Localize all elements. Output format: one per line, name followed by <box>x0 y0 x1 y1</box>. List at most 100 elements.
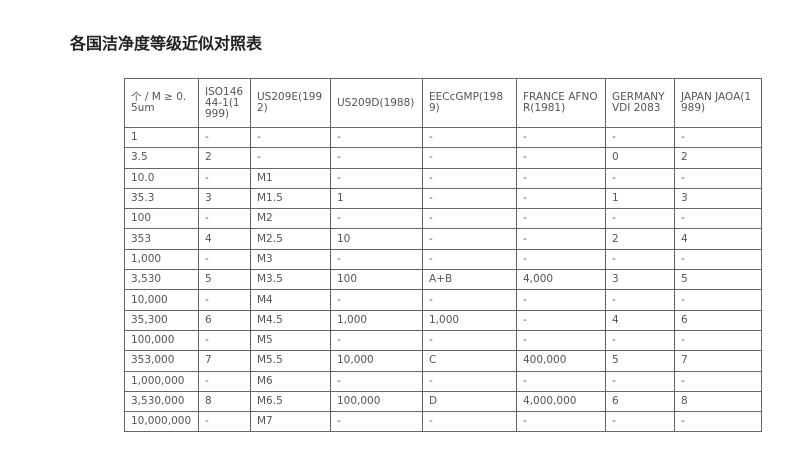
table-row: 10.0- M1- - - - - <box>124 167 762 189</box>
table-cell: 3,530,000 <box>124 390 199 413</box>
table-cell: - <box>674 289 762 311</box>
table-cell: - <box>330 248 423 271</box>
column-header: FRANCE AFNOR(1981) <box>516 78 606 128</box>
table-cell: - <box>422 370 517 392</box>
table-cell: 4 <box>198 228 251 250</box>
table-cell: - <box>198 411 251 433</box>
table-cell: 8 <box>674 390 762 413</box>
table-row: 1,000,000- M6- - - - - <box>124 370 762 392</box>
table-cell: - <box>516 329 606 352</box>
table-cell: 1,000 <box>330 309 423 331</box>
table-cell: - <box>198 208 251 230</box>
table-cell: - <box>422 289 517 311</box>
table-cell: - <box>674 248 762 271</box>
table-row: 35.3 3 M1.5 1- -1 3 <box>124 187 762 210</box>
table-cell: 100 <box>124 208 199 230</box>
table-row: 100- M2- - - - - <box>124 208 762 230</box>
table-cell: - <box>330 208 423 230</box>
table-cell: 2 <box>674 147 762 169</box>
table-cell: - <box>330 411 423 433</box>
table-cell: 6 <box>605 390 675 413</box>
table-cell: - <box>674 126 762 149</box>
table-cell: 10.0 <box>124 167 199 189</box>
table-cell: 1,000 <box>124 248 199 271</box>
table-cell: M2 <box>250 208 331 230</box>
table-cell: - <box>422 248 517 271</box>
table-cell: 400,000 <box>516 350 606 372</box>
table-cell: M5 <box>250 329 331 352</box>
table-cell: 3 <box>605 269 675 291</box>
table-cell: M4.5 <box>250 309 331 331</box>
table-cell: M1.5 <box>250 187 331 210</box>
table-row: 100,000- M5- - - - - <box>124 329 762 352</box>
table-cell: M3.5 <box>250 269 331 291</box>
table-row: 3,530,000 8 M6.5 100,000 D 4,000,000 6 8 <box>124 390 762 413</box>
table-row: 3.5 2- - - -0 2 <box>124 147 762 169</box>
table-cell: 4 <box>605 309 675 331</box>
table-cell: 35,300 <box>124 309 199 331</box>
table-cell: - <box>250 147 331 169</box>
table-cell: - <box>605 411 675 433</box>
table-row: 1------- <box>124 126 762 149</box>
table-cell: 1,000 <box>422 309 517 331</box>
table-cell: - <box>605 126 675 149</box>
table-row: 3,530 5 M3.5 100 A+B 4,000 3 5 <box>124 269 762 291</box>
table-cell: - <box>674 208 762 230</box>
table-cell: - <box>605 208 675 230</box>
table-cell: C <box>422 350 517 372</box>
table-cell: 10,000 <box>330 350 423 372</box>
table-cell: - <box>198 289 251 311</box>
table-cell: 5 <box>674 269 762 291</box>
table-cell: 4,000,000 <box>516 390 606 413</box>
table-cell: - <box>516 309 606 331</box>
table-cell: - <box>198 126 251 149</box>
table-cell: - <box>330 289 423 311</box>
table-cell: - <box>330 126 423 149</box>
column-header: US209E(1992) <box>250 78 331 128</box>
table-cell: - <box>422 411 517 433</box>
table-cell: M2.5 <box>250 228 331 250</box>
table-cell: 7 <box>674 350 762 372</box>
table-cell: - <box>516 289 606 311</box>
table-cell: - <box>516 370 606 392</box>
table-row: 10,000- M4- - - - - <box>124 289 762 311</box>
cleanliness-comparison-table: 个 / M ≥ 0.5um ISO14644-1(1999) US209E(1992… <box>124 78 762 433</box>
table-cell: - <box>422 208 517 230</box>
table-row: 10,000,000- M7- - - - - <box>124 411 762 433</box>
table-cell: 100,000 <box>330 390 423 413</box>
table-cell: - <box>605 248 675 271</box>
table-cell: 10 <box>330 228 423 250</box>
table-cell: - <box>516 187 606 210</box>
table-cell: 1 <box>124 126 199 149</box>
table-cell: - <box>516 208 606 230</box>
table-cell: 2 <box>198 147 251 169</box>
table-cell: 1 <box>330 187 423 210</box>
table-cell: A+B <box>422 269 517 291</box>
table-cell: 5 <box>605 350 675 372</box>
table-cell: - <box>516 248 606 271</box>
table-cell: - <box>422 126 517 149</box>
table-cell: - <box>198 248 251 271</box>
table-row: 353,000 7 M5.5 10,000 C 400,000 5 7 <box>124 350 762 372</box>
table-cell: 4 <box>674 228 762 250</box>
table-cell: - <box>422 228 517 250</box>
column-header: 个 / M ≥ 0.5um <box>124 78 199 128</box>
page-title: 各国洁净度等级近似对照表 <box>70 34 263 53</box>
table-cell: - <box>198 329 251 352</box>
table-cell: M6 <box>250 370 331 392</box>
table-row: 1,000- M3- - - - - <box>124 248 762 271</box>
table-cell: - <box>516 126 606 149</box>
table-cell: 4,000 <box>516 269 606 291</box>
table-cell: 6 <box>674 309 762 331</box>
table-cell: - <box>674 370 762 392</box>
table-row: 35,300 6 M4.5 1,000 1,000-4 6 <box>124 309 762 331</box>
table-cell: M1 <box>250 167 331 189</box>
column-header: ISO14644-1(1999) <box>198 78 251 128</box>
table-cell: M4 <box>250 289 331 311</box>
table-cell: - <box>516 411 606 433</box>
table-cell: - <box>422 329 517 352</box>
table-cell: - <box>605 370 675 392</box>
table-cell: - <box>422 147 517 169</box>
table-cell: 35.3 <box>124 187 199 210</box>
table-cell: - <box>516 228 606 250</box>
